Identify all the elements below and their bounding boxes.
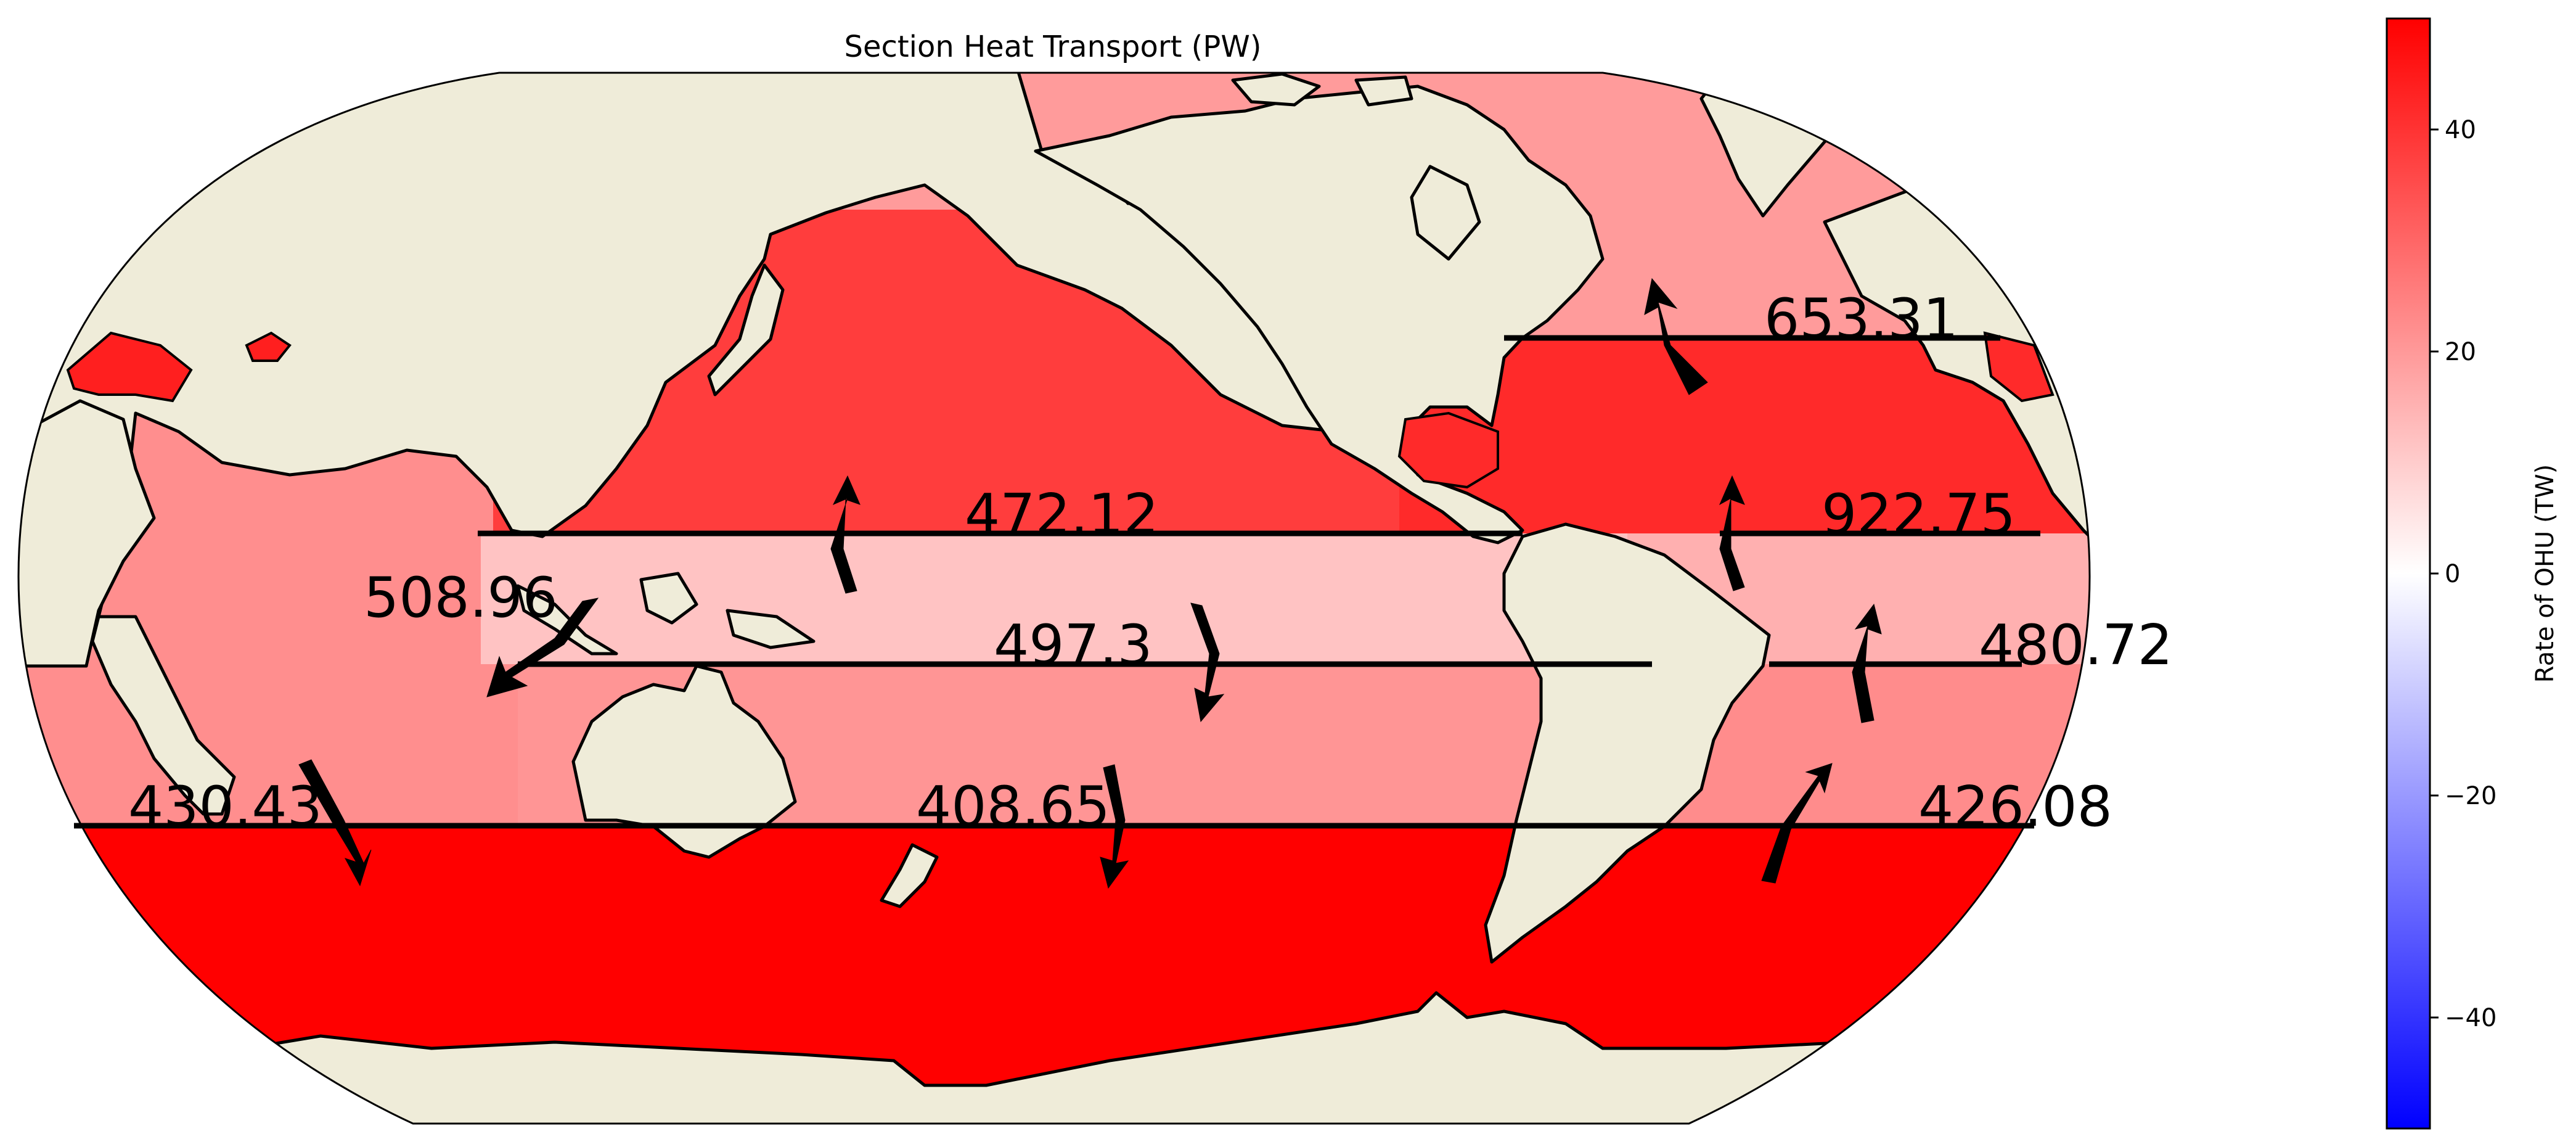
section-label-throughflow: 508.96 [364, 565, 558, 630]
map-body [18, 73, 2090, 1124]
arrow-pacific-north-icon [830, 475, 861, 594]
map-title: Section Heat Transport (PW) [844, 30, 1261, 64]
africa-west-landmass [18, 399, 156, 668]
section-label-atlantic-south: 426.08 [1918, 775, 2112, 839]
section-label-atlantic-subtropic: 922.75 [1822, 482, 2016, 547]
black-sea [245, 331, 292, 362]
section-label-pacific-south: 408.65 [916, 775, 1110, 839]
arrow-atlantic-subtropic-icon [1719, 475, 1745, 591]
colorbar-label: Rate of OHU (TW) [2531, 464, 2559, 683]
gulf-of-guinea [1983, 331, 2055, 403]
colorbar-tick-label: 20 [2445, 338, 2476, 366]
arrow-atlantic-north-icon [1644, 278, 1708, 395]
colorbar-tick-label: 40 [2445, 116, 2476, 144]
arrow-atlantic-equator-icon [1852, 603, 1882, 723]
colorbar: 40 20 0 −20 −40 Rate of OHU (TW) [2386, 17, 2559, 1130]
arrow-throughflow-icon [486, 598, 599, 697]
section-label-atlantic-north: 653.31 [1764, 287, 1958, 352]
south-america-landmass [1484, 522, 1771, 964]
colorbar-tick-label: −20 [2445, 782, 2496, 810]
section-label-pacific-equator: 497.3 [994, 613, 1153, 678]
section-lines [74, 335, 2040, 829]
indonesia-islands [516, 572, 816, 656]
arrow-pacific-south-icon [1100, 764, 1129, 889]
mediterranean-sea [66, 331, 193, 403]
globe-outline [17, 72, 2091, 1125]
colorbar-tick-label: 0 [2445, 560, 2460, 588]
canadian-islands [1231, 73, 1481, 261]
arrow-atlantic-south-icon [1761, 763, 1833, 884]
arrow-pacific-equator-icon [1190, 602, 1225, 723]
arrow-indian-south-icon [298, 759, 372, 887]
colorbar-gradient [2386, 17, 2431, 1130]
japan-island [707, 263, 785, 397]
colorbar-tick-label: −40 [2445, 1004, 2496, 1032]
transport-arrows [298, 278, 1882, 889]
colorbar-ticks: 40 20 0 −20 −40 [2430, 116, 2496, 1032]
section-label-indian-south: 430.43 [128, 775, 322, 839]
new-zealand-island [880, 843, 939, 908]
gulf-of-mexico [1397, 411, 1499, 489]
section-value-labels: 653.31 472.12 922.75 508.96 497.3 480.72… [128, 287, 2173, 839]
section-label-pacific-north: 472.12 [965, 482, 1159, 547]
section-label-atlantic-equator: 480.72 [1979, 613, 2173, 678]
